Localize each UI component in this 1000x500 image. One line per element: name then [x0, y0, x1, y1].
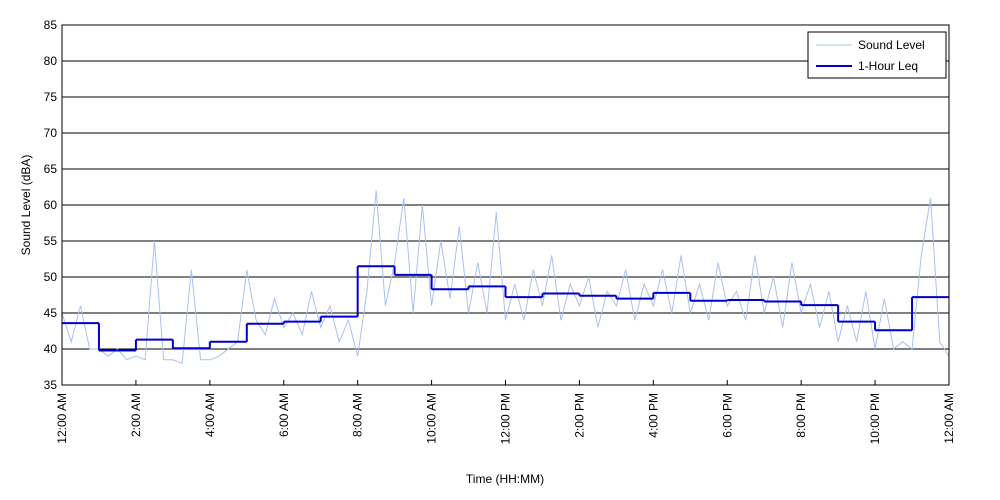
y-tick-label: 40: [44, 342, 58, 356]
y-tick-label: 75: [44, 90, 58, 104]
x-tick-label: 4:00 AM: [203, 393, 217, 437]
x-tick-label: 10:00 PM: [868, 393, 882, 444]
y-axis-label: Sound Level (dBA): [19, 155, 33, 256]
x-tick-label: 6:00 AM: [277, 393, 291, 437]
x-tick-label: 2:00 PM: [572, 393, 586, 438]
x-tick-label: 12:00 AM: [55, 393, 69, 444]
sound-level-line: [61, 190, 950, 365]
y-tick-label: 35: [44, 378, 58, 392]
y-tick-label: 70: [44, 126, 58, 140]
y-tick-label: 80: [44, 54, 58, 68]
y-tick-label: 45: [44, 306, 58, 320]
x-tick-label: 8:00 AM: [351, 393, 365, 437]
x-tick-label: 6:00 PM: [720, 393, 734, 438]
y-tick-label: 50: [44, 270, 58, 284]
y-tick-label: 55: [44, 234, 58, 248]
y-tick-label: 65: [44, 162, 58, 176]
legend-label: Sound Level: [858, 38, 925, 52]
legend-label: 1-Hour Leq: [858, 59, 918, 73]
legend: Sound Level 1-Hour Leq: [807, 31, 947, 79]
legend-box: [807, 31, 947, 79]
y-tick-label: 85: [44, 18, 58, 32]
x-tick-label: 12:00 AM: [942, 393, 956, 444]
x-tick-label: 2:00 AM: [129, 393, 143, 437]
x-tick-label: 4:00 PM: [646, 393, 660, 438]
x-axis-label: Time (HH:MM): [466, 472, 544, 486]
plot-frame: [61, 24, 950, 386]
x-tick-label: 10:00 AM: [425, 393, 439, 444]
x-tick-label: 12:00 PM: [499, 393, 513, 444]
y-tick-label: 60: [44, 198, 58, 212]
x-tick-label: 8:00 PM: [794, 393, 808, 438]
